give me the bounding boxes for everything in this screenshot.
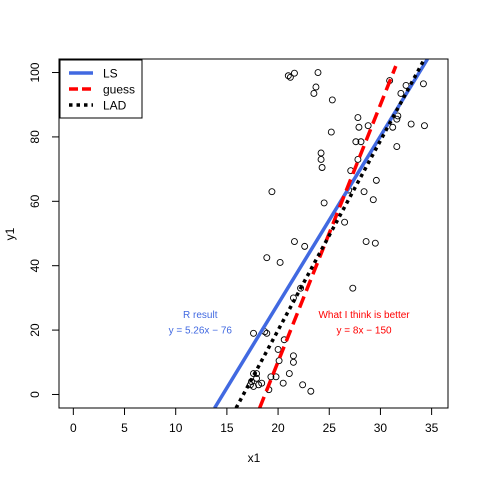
data-point bbox=[286, 73, 294, 81]
data-point bbox=[393, 115, 401, 123]
annotation-title-1: What I think is better bbox=[318, 310, 410, 321]
data-point bbox=[253, 374, 261, 382]
data-point bbox=[328, 96, 336, 104]
data-point bbox=[279, 379, 287, 387]
fit-line-guess bbox=[258, 65, 398, 408]
data-point bbox=[263, 254, 271, 262]
y-axis: 0 20 40 60 80 100 bbox=[28, 62, 60, 398]
y-tick-label: 40 bbox=[28, 259, 42, 273]
data-point bbox=[285, 370, 293, 378]
data-point bbox=[327, 128, 335, 136]
data-point bbox=[360, 188, 368, 196]
data-point bbox=[275, 357, 283, 365]
fit-line-lad bbox=[234, 59, 426, 408]
annotation-title-0: R result bbox=[183, 310, 218, 321]
data-point bbox=[362, 238, 370, 245]
data-point bbox=[357, 138, 365, 146]
fit-lines bbox=[213, 59, 430, 408]
x-tick-label: 25 bbox=[323, 421, 337, 435]
data-point bbox=[317, 156, 325, 163]
annotations: R result y = 5.26x − 76 What I think is be… bbox=[169, 310, 411, 336]
data-point bbox=[355, 123, 363, 131]
legend-label-guess: guess bbox=[103, 83, 135, 97]
data-point bbox=[352, 138, 360, 146]
x-tick-label: 35 bbox=[425, 421, 439, 435]
data-point bbox=[263, 329, 271, 337]
x-tick-label: 30 bbox=[374, 421, 388, 435]
data-point bbox=[393, 143, 401, 151]
data-point bbox=[290, 238, 298, 245]
data-point bbox=[250, 329, 257, 337]
data-point bbox=[310, 89, 318, 97]
y-tick-label: 20 bbox=[28, 323, 42, 337]
data-point bbox=[371, 239, 379, 247]
data-point bbox=[318, 164, 326, 171]
y-tick-label: 80 bbox=[28, 130, 42, 144]
x-axis: 0 5 10 15 20 25 30 35 bbox=[70, 407, 439, 435]
x-axis-label: x1 bbox=[248, 451, 261, 465]
y-tick-label: 60 bbox=[28, 194, 42, 208]
data-point bbox=[312, 83, 320, 91]
x-tick-label: 0 bbox=[70, 421, 77, 435]
data-point bbox=[272, 373, 280, 381]
data-point bbox=[290, 69, 298, 77]
data-point bbox=[389, 123, 397, 131]
data-point bbox=[369, 196, 377, 204]
x-tick-label: 10 bbox=[169, 421, 183, 435]
data-point bbox=[372, 176, 380, 184]
data-point bbox=[307, 387, 315, 395]
data-point bbox=[301, 242, 309, 250]
data-point bbox=[268, 188, 276, 196]
data-point bbox=[299, 381, 307, 389]
y-tick-label: 100 bbox=[28, 62, 42, 82]
data-point bbox=[364, 122, 372, 130]
data-point bbox=[258, 379, 266, 387]
x-tick-label: 5 bbox=[121, 421, 128, 435]
data-point bbox=[276, 259, 284, 266]
legend: LS guess LAD bbox=[59, 59, 143, 119]
data-point bbox=[354, 156, 362, 163]
data-point bbox=[354, 114, 362, 122]
data-point bbox=[407, 120, 415, 128]
data-point bbox=[314, 69, 322, 76]
y-tick-label: 0 bbox=[28, 391, 42, 398]
data-point bbox=[320, 199, 328, 207]
data-points bbox=[246, 69, 428, 395]
data-point bbox=[341, 218, 349, 226]
x-tick-label: 20 bbox=[271, 421, 285, 435]
x-tick-label: 15 bbox=[220, 421, 234, 435]
data-point bbox=[419, 80, 427, 88]
legend-label-lad: LAD bbox=[103, 99, 127, 113]
data-point bbox=[267, 373, 275, 381]
data-point bbox=[297, 284, 305, 292]
annotation-equation-0: y = 5.26x − 76 bbox=[169, 325, 233, 336]
data-point bbox=[349, 284, 357, 292]
data-point bbox=[397, 89, 405, 97]
data-point bbox=[274, 345, 282, 353]
y-axis-label: y1 bbox=[3, 227, 17, 240]
annotation-equation-1: y = 8x − 150 bbox=[337, 325, 392, 336]
data-point bbox=[421, 122, 428, 130]
data-point bbox=[284, 72, 292, 80]
data-point bbox=[289, 358, 297, 366]
data-point bbox=[402, 81, 410, 89]
legend-label-ls: LS bbox=[103, 67, 118, 81]
